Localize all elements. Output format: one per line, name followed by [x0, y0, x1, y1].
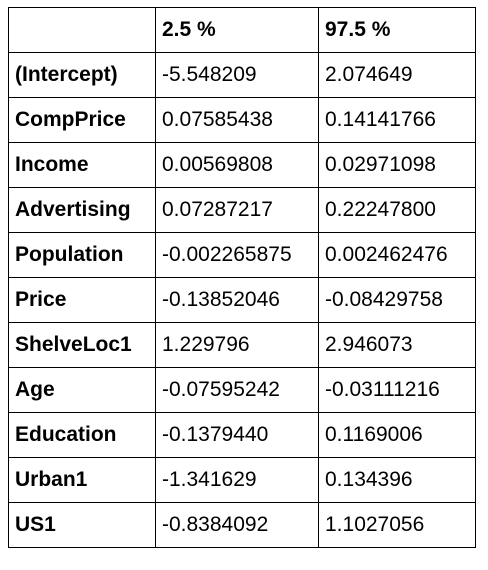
table-row: Population -0.002265875 0.002462476 [8, 232, 476, 278]
upper-bound-value: 0.02971098 [318, 142, 476, 188]
lower-bound-value: -0.8384092 [155, 502, 319, 548]
table-row: Advertising 0.07287217 0.22247800 [8, 187, 476, 233]
row-name: US1 [8, 502, 156, 548]
table-row: Age -0.07595242 -0.03111216 [8, 367, 476, 413]
upper-bound-value: -0.08429758 [318, 277, 476, 323]
table-row: CompPrice 0.07585438 0.14141766 [8, 97, 476, 143]
table-row: Income 0.00569808 0.02971098 [8, 142, 476, 188]
upper-bound-value: 0.1169006 [318, 412, 476, 458]
upper-bound-value: 2.946073 [318, 322, 476, 368]
header-upper-bound: 97.5 % [318, 7, 476, 53]
row-name: Age [8, 367, 156, 413]
upper-bound-value: 1.1027056 [318, 502, 476, 548]
lower-bound-value: -0.07595242 [155, 367, 319, 413]
row-name: Price [8, 277, 156, 323]
table-row: US1 -0.8384092 1.1027056 [8, 502, 476, 548]
table-row: Education -0.1379440 0.1169006 [8, 412, 476, 458]
lower-bound-value: 0.00569808 [155, 142, 319, 188]
row-name: Urban1 [8, 457, 156, 503]
table-row: (Intercept) -5.548209 2.074649 [8, 52, 476, 98]
lower-bound-value: -5.548209 [155, 52, 319, 98]
row-name: Education [8, 412, 156, 458]
row-name: Population [8, 232, 156, 278]
lower-bound-value: -0.002265875 [155, 232, 319, 278]
lower-bound-value: -0.1379440 [155, 412, 319, 458]
header-row: 2.5 % 97.5 % [8, 7, 476, 53]
upper-bound-value: 0.14141766 [318, 97, 476, 143]
table-row: ShelveLoc1 1.229796 2.946073 [8, 322, 476, 368]
upper-bound-value: 0.002462476 [318, 232, 476, 278]
upper-bound-value: 2.074649 [318, 52, 476, 98]
row-name: CompPrice [8, 97, 156, 143]
lower-bound-value: 0.07287217 [155, 187, 319, 233]
header-lower-bound: 2.5 % [155, 7, 319, 53]
lower-bound-value: 0.07585438 [155, 97, 319, 143]
row-name: Advertising [8, 187, 156, 233]
lower-bound-value: -1.341629 [155, 457, 319, 503]
lower-bound-value: -0.13852046 [155, 277, 319, 323]
row-name: ShelveLoc1 [8, 322, 156, 368]
table-row: Price -0.13852046 -0.08429758 [8, 277, 476, 323]
lower-bound-value: 1.229796 [155, 322, 319, 368]
row-name: Income [8, 142, 156, 188]
upper-bound-value: 0.22247800 [318, 187, 476, 233]
header-corner [8, 7, 156, 53]
table-row: Urban1 -1.341629 0.134396 [8, 457, 476, 503]
upper-bound-value: 0.134396 [318, 457, 476, 503]
upper-bound-value: -0.03111216 [318, 367, 476, 413]
row-name: (Intercept) [8, 52, 156, 98]
confidence-interval-table: 2.5 % 97.5 % (Intercept) -5.548209 2.074… [8, 7, 476, 548]
